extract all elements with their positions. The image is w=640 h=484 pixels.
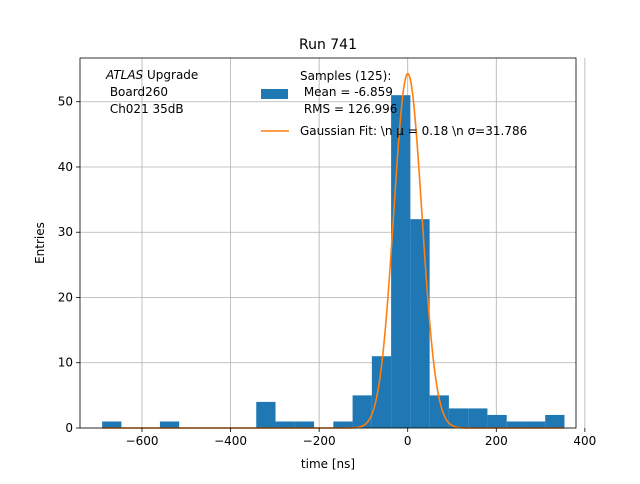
x-axis-label: time [ns]	[301, 457, 355, 471]
x-tick-label: −200	[303, 434, 336, 448]
annotation-line-2: Board260	[106, 85, 168, 99]
y-axis-label: Entries	[33, 222, 47, 264]
histogram-bar	[410, 219, 430, 428]
plot-frame	[79, 57, 577, 429]
annotation-atlas: ATLAS	[105, 68, 144, 82]
y-tick-label: 40	[58, 160, 73, 174]
histogram-bar	[294, 421, 315, 428]
histogram-bar	[545, 414, 565, 428]
histogram-bar	[468, 408, 488, 428]
histogram-bar	[448, 408, 469, 428]
legend-fit-label: Gaussian Fit: \n μ = 0.18 \n σ=31.786	[300, 124, 527, 138]
legend-histogram-swatch	[261, 89, 288, 99]
histogram-bar	[102, 421, 122, 428]
histogram-bar	[391, 95, 411, 428]
histogram-bar	[333, 421, 353, 428]
legend-histogram-line-3: RMS = 126.996	[300, 102, 397, 116]
histogram-bar	[487, 414, 507, 428]
histogram-bar	[371, 356, 392, 428]
histogram-bar	[352, 395, 372, 428]
histogram-bar	[525, 421, 546, 428]
x-tick-label: 200	[485, 434, 508, 448]
annotation-line-1: ATLAS Upgrade	[105, 68, 198, 82]
axis-ticks: −600 −400 −200 0 200 400 0 10 20 30 40 50	[58, 95, 597, 448]
x-tick-label: 0	[404, 434, 412, 448]
chart-title: Run 741	[299, 37, 357, 53]
atlas-annotation: ATLAS Upgrade Board260 Ch021 35dB	[105, 68, 198, 116]
grid-lines	[80, 58, 586, 429]
y-tick-label: 0	[65, 421, 73, 435]
histogram-bar	[256, 401, 276, 428]
x-tick-label: −400	[214, 434, 247, 448]
y-tick-label: 30	[58, 225, 73, 239]
annotation-upgrade: Upgrade	[143, 68, 198, 82]
histogram-bar	[275, 421, 295, 428]
histogram-bar	[506, 421, 526, 428]
legend-histogram-line-1: Samples (125):	[300, 69, 391, 83]
histogram-bar	[429, 395, 449, 428]
histogram-bar	[159, 421, 180, 428]
x-tick-label: −600	[126, 434, 159, 448]
y-tick-label: 10	[58, 356, 73, 370]
y-tick-label: 20	[58, 290, 73, 304]
x-tick-label: 400	[573, 434, 596, 448]
legend-histogram-line-2: Mean = -6.859	[300, 85, 393, 99]
y-tick-label: 50	[58, 95, 73, 109]
legend: Samples (125): Mean = -6.859 RMS = 126.9…	[261, 69, 527, 138]
histogram-bars	[102, 95, 565, 428]
annotation-line-3: Ch021 35dB	[106, 102, 184, 116]
